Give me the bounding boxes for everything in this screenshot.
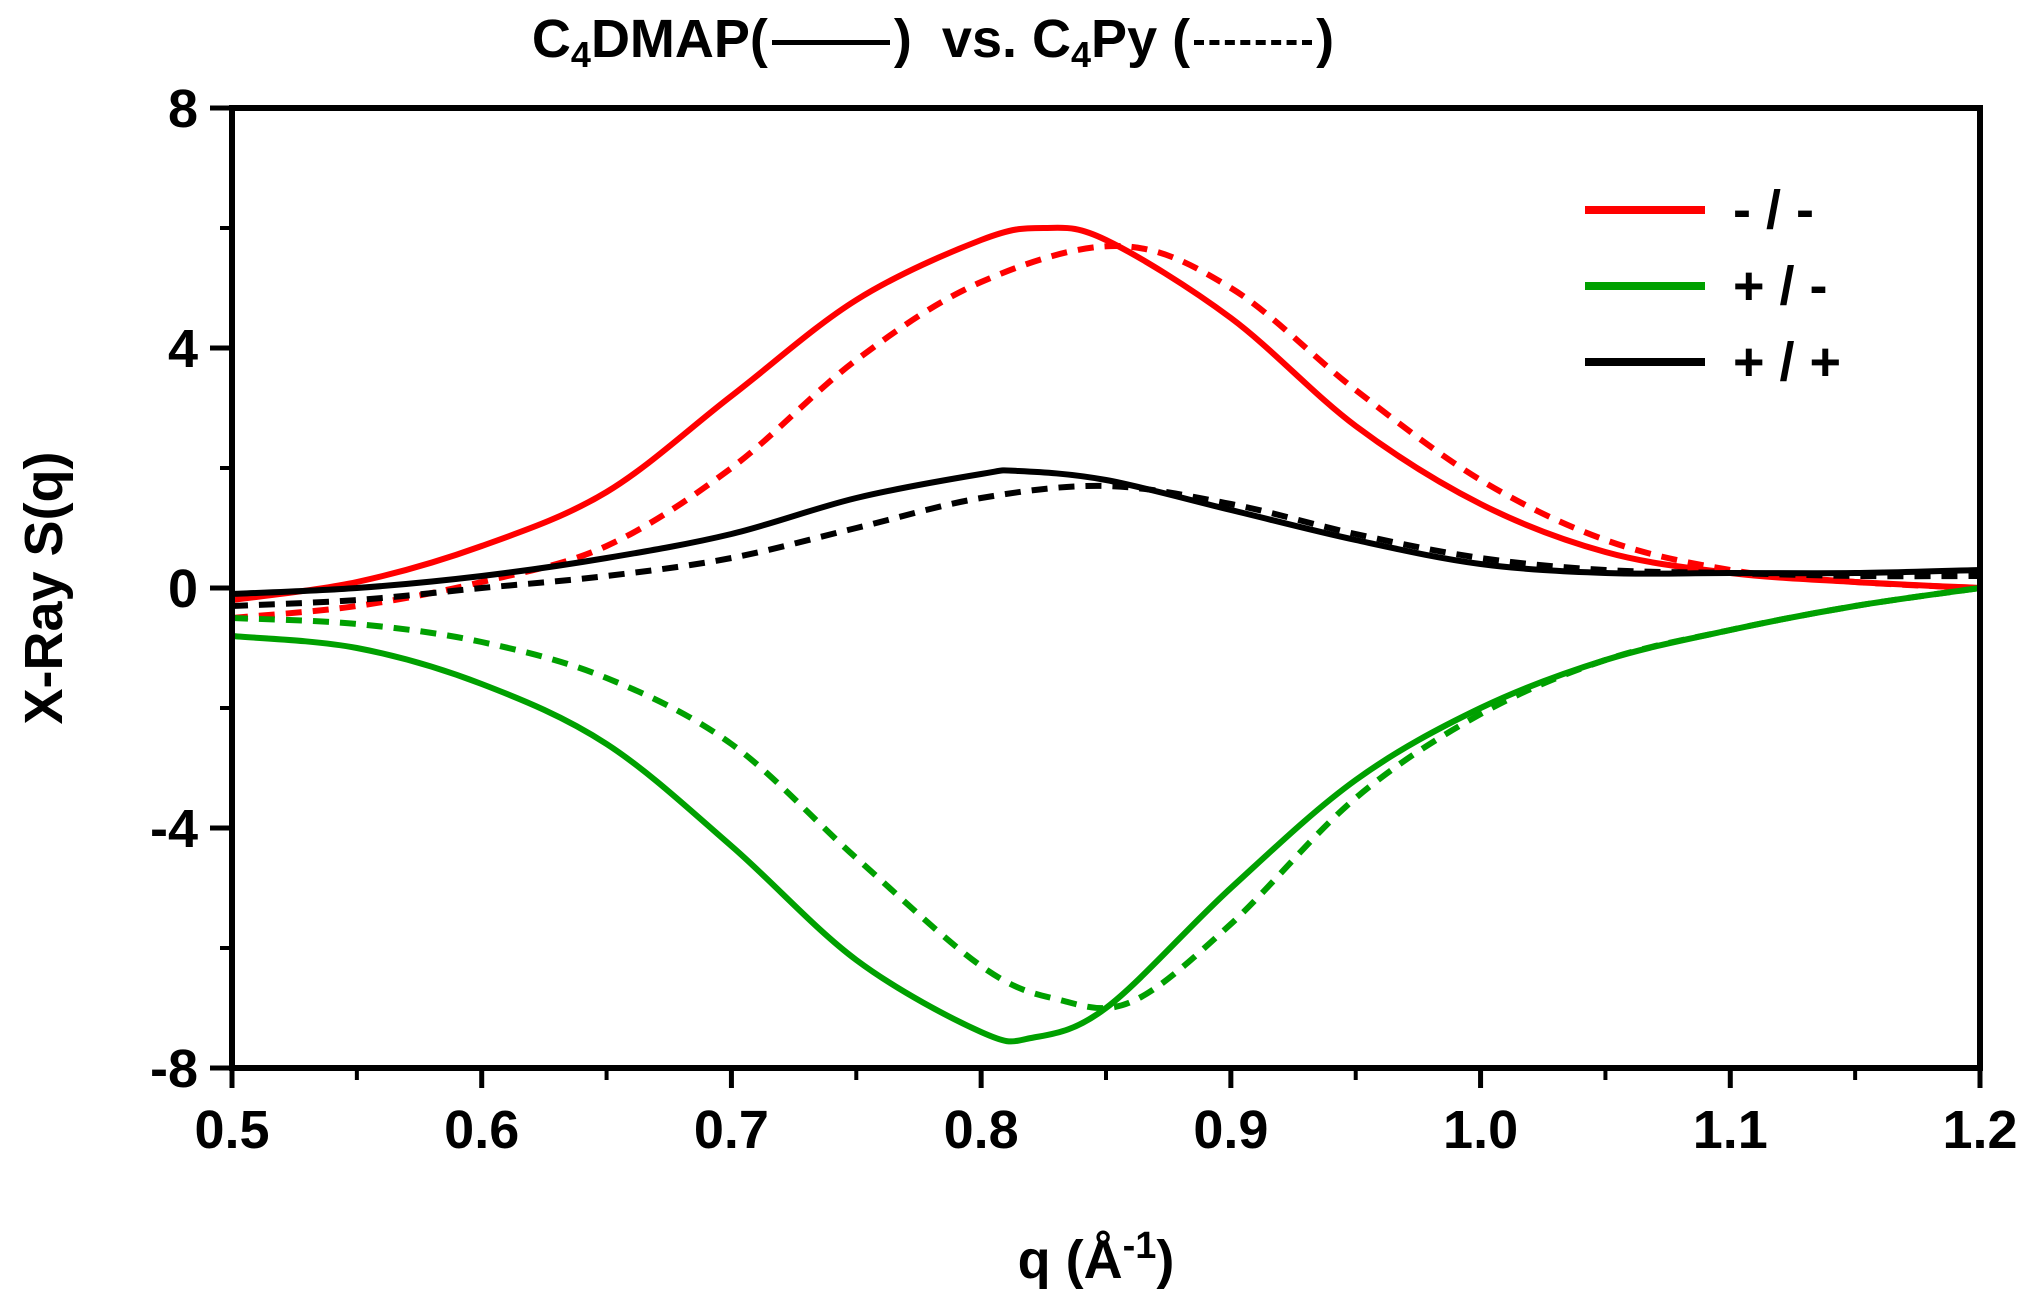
x-tick-label-7: 1.2: [1942, 1100, 2017, 1160]
title-close-2: ): [1316, 9, 1335, 69]
series-line-4: [231, 467, 1981, 597]
title-dmap-c: C: [531, 9, 571, 69]
title-py-c: C: [1032, 9, 1072, 69]
y-tick-label-2: 0: [168, 559, 198, 619]
y-tick-label-1: -4: [150, 799, 198, 859]
title-py-rest: Py (: [1091, 9, 1191, 69]
chart-title: C4DMAP() vs. C4Py (): [0, 8, 1866, 76]
series-line-2: [231, 585, 1981, 1045]
title-vs: vs.: [941, 9, 1017, 69]
series-line-5: [231, 482, 1981, 609]
title-dmap-sub: 4: [570, 34, 591, 75]
plot-frame: [229, 105, 1983, 1071]
tick-layer: 0.5 0.6 0.7 0.8 0.9 1.0 1.1 1.2 -8 -4 0 4 8: [150, 79, 2018, 1160]
y-tick-label-0: -8: [150, 1039, 198, 1099]
x-tick-label-5: 1.0: [1443, 1100, 1518, 1160]
series-layer: [231, 224, 1981, 1045]
x-axis-label-close: ): [1156, 1230, 1174, 1290]
x-axis-label-main: q (Å: [1018, 1230, 1123, 1290]
x-axis-label-sup: -1: [1123, 1225, 1157, 1267]
x-tick-label-6: 1.1: [1693, 1100, 1768, 1160]
x-tick-label-2: 0.7: [694, 1100, 769, 1160]
legend-label-0: - / -: [1733, 180, 1814, 240]
title-dmap-rest: DMAP(: [590, 9, 768, 69]
title-dashed-line-sample: [1194, 40, 1313, 46]
series-line-1: [231, 242, 1981, 621]
series-line-0: [231, 224, 1981, 603]
legend: - / - + / - + / +: [1585, 180, 1841, 392]
x-tick-label-4: 0.9: [1193, 1100, 1268, 1160]
y-axis-label: X-Ray S(q): [14, 451, 74, 724]
x-tick-label-1: 0.6: [444, 1100, 519, 1160]
title-py-sub: 4: [1071, 34, 1092, 75]
series-line-3: [231, 585, 1981, 1012]
y-tick-label-4: 8: [168, 79, 198, 139]
title-solid-line-sample: [771, 40, 890, 46]
title-close-1: ): [893, 9, 912, 69]
y-tick-label-3: 4: [168, 319, 198, 379]
x-axis-label: q (Å-1): [1018, 1225, 1175, 1290]
x-tick-label-0: 0.5: [194, 1100, 269, 1160]
legend-label-2: + / +: [1733, 332, 1841, 392]
x-tick-label-3: 0.8: [944, 1100, 1019, 1160]
legend-label-1: + / -: [1733, 256, 1828, 316]
